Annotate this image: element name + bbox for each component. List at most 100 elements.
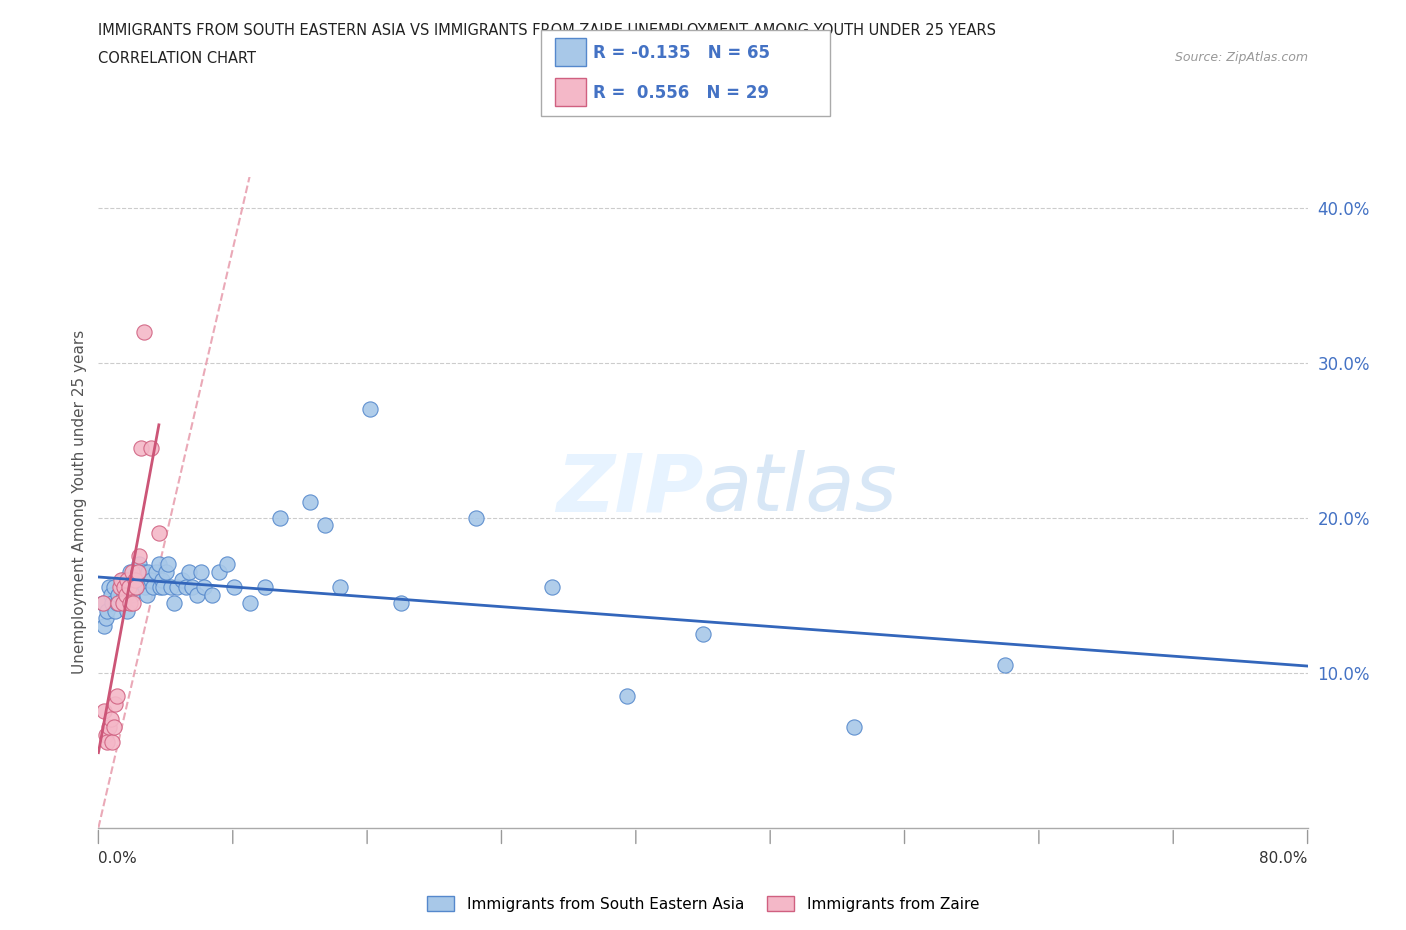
Point xyxy=(540,580,562,595)
Legend: Immigrants from South Eastern Asia, Immigrants from Zaire: Immigrants from South Eastern Asia, Immi… xyxy=(420,889,986,918)
Point xyxy=(314,518,336,533)
Point xyxy=(160,580,183,595)
Point xyxy=(329,580,352,595)
Point xyxy=(142,580,165,595)
Text: IMMIGRANTS FROM SOUTH EASTERN ASIA VS IMMIGRANTS FROM ZAIRE UNEMPLOYMENT AMONG Y: IMMIGRANTS FROM SOUTH EASTERN ASIA VS IM… xyxy=(98,23,997,38)
Point xyxy=(118,580,141,595)
Point xyxy=(155,565,177,579)
Point xyxy=(136,565,159,579)
Text: ZIP: ZIP xyxy=(555,450,703,528)
Point xyxy=(127,565,149,579)
Point xyxy=(127,565,149,579)
Point xyxy=(181,580,204,595)
Point xyxy=(166,580,188,595)
Point xyxy=(465,511,488,525)
Point xyxy=(148,525,170,540)
Point xyxy=(103,580,125,595)
Point xyxy=(163,595,186,610)
Point xyxy=(118,580,141,595)
Point xyxy=(112,580,135,595)
Point xyxy=(128,557,150,572)
Point xyxy=(107,595,129,610)
Point xyxy=(135,588,157,603)
Point xyxy=(91,595,114,610)
Point xyxy=(389,595,412,610)
Point xyxy=(100,711,122,726)
Point xyxy=(107,588,129,603)
Point xyxy=(125,580,148,595)
Text: CORRELATION CHART: CORRELATION CHART xyxy=(98,51,256,66)
Point xyxy=(108,580,131,595)
Point xyxy=(177,565,201,579)
Point xyxy=(125,580,148,595)
Point xyxy=(141,572,163,587)
Point xyxy=(844,720,866,735)
Point xyxy=(112,588,135,603)
Point xyxy=(186,588,208,603)
Point xyxy=(122,595,145,610)
Point xyxy=(111,595,134,610)
Point xyxy=(114,588,136,603)
Point xyxy=(91,595,114,610)
Point xyxy=(170,572,193,587)
Point xyxy=(93,704,115,719)
Point xyxy=(253,580,276,595)
Point xyxy=(148,557,170,572)
Point xyxy=(93,618,115,633)
Point xyxy=(101,595,124,610)
Text: 80.0%: 80.0% xyxy=(1260,851,1308,866)
Point xyxy=(115,604,138,618)
Point xyxy=(124,572,146,587)
Point xyxy=(94,727,117,742)
Point xyxy=(120,595,142,610)
Point xyxy=(120,565,142,579)
Point xyxy=(132,565,155,579)
Point xyxy=(121,565,143,579)
Point xyxy=(111,572,134,587)
Text: R =  0.556   N = 29: R = 0.556 N = 29 xyxy=(593,84,769,102)
Point xyxy=(269,511,291,525)
Point xyxy=(224,580,246,595)
Point xyxy=(96,735,118,750)
Point xyxy=(174,580,197,595)
Point xyxy=(105,688,128,703)
Point xyxy=(149,580,172,595)
Y-axis label: Unemployment Among Youth under 25 years: Unemployment Among Youth under 25 years xyxy=(72,330,87,674)
Point xyxy=(129,441,152,456)
Point xyxy=(96,604,118,618)
Point xyxy=(114,580,136,595)
Point xyxy=(121,588,143,603)
Point xyxy=(132,325,155,339)
Point xyxy=(94,611,117,626)
Point xyxy=(128,549,150,564)
Point xyxy=(616,688,638,703)
Point xyxy=(134,580,156,595)
Point xyxy=(193,580,215,595)
Point xyxy=(98,580,121,595)
Point xyxy=(98,720,121,735)
Point xyxy=(360,402,382,417)
Point xyxy=(152,580,174,595)
Point xyxy=(115,572,138,587)
Point xyxy=(692,627,714,642)
Point xyxy=(105,595,128,610)
Text: Source: ZipAtlas.com: Source: ZipAtlas.com xyxy=(1174,51,1308,64)
Point xyxy=(141,441,163,456)
Point xyxy=(110,580,132,595)
Text: 0.0%: 0.0% xyxy=(98,851,138,866)
Point xyxy=(100,588,122,603)
Point xyxy=(156,557,179,572)
Point xyxy=(239,595,262,610)
Point xyxy=(201,588,224,603)
Point xyxy=(299,495,322,510)
Point xyxy=(101,735,124,750)
Point xyxy=(124,572,146,587)
Point xyxy=(104,697,127,711)
Text: atlas: atlas xyxy=(703,450,898,528)
Point xyxy=(215,557,238,572)
Point xyxy=(110,572,132,587)
Point xyxy=(145,565,167,579)
Point xyxy=(190,565,212,579)
Point xyxy=(104,604,127,618)
Point xyxy=(150,572,173,587)
